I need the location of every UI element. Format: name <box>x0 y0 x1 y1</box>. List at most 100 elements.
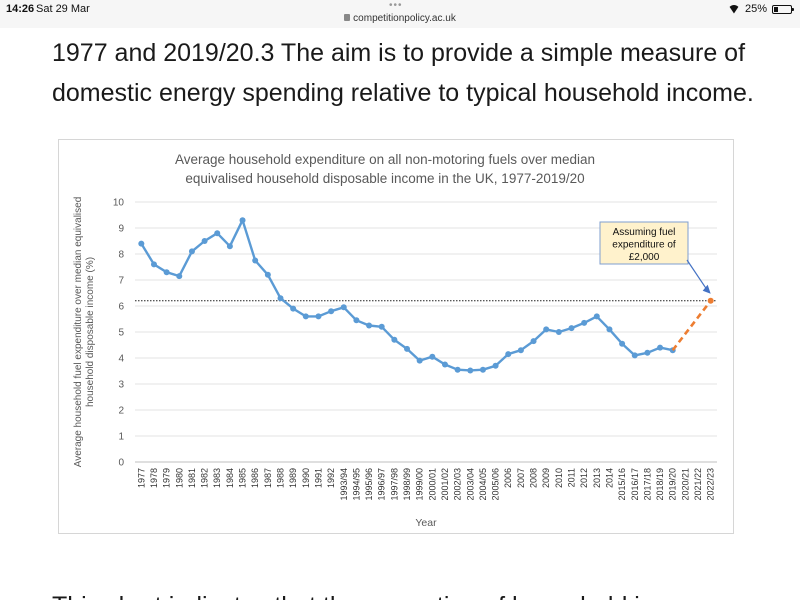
x-tick-label: 2014 <box>604 468 614 488</box>
data-point <box>138 240 145 247</box>
x-tick-label: 1982 <box>200 468 210 488</box>
x-tick-label: 2019/20 <box>668 468 678 501</box>
x-tick-label: 2012 <box>579 468 589 488</box>
chart-figure: Average household expenditure on all non… <box>58 139 734 534</box>
annotation-text: Assuming fuel <box>613 227 676 238</box>
data-point <box>657 344 664 351</box>
y-tick-label: 3 <box>118 380 124 391</box>
x-tick-label: 2004/05 <box>478 468 488 501</box>
x-tick-label: 1983 <box>212 468 222 488</box>
data-point <box>163 269 170 276</box>
y-tick-label: 10 <box>113 198 125 209</box>
data-point <box>404 345 411 352</box>
data-point <box>555 329 562 335</box>
data-point <box>340 304 347 311</box>
data-point <box>201 238 208 244</box>
x-tick-label: 2003/04 <box>465 468 475 501</box>
y-tick-label: 8 <box>118 250 124 261</box>
data-point <box>328 308 335 315</box>
y-tick-label: 6 <box>118 302 124 313</box>
data-point <box>264 271 271 278</box>
address-bar[interactable]: competitionpolicy.ac.uk <box>0 13 800 24</box>
data-point <box>707 297 714 304</box>
data-point <box>581 319 588 326</box>
x-tick-label: 1986 <box>250 468 260 488</box>
x-tick-label: 1981 <box>187 468 197 488</box>
y-axis-label-line: Average household fuel expenditure over … <box>73 197 84 468</box>
data-point <box>290 305 297 312</box>
x-tick-label: 1994/95 <box>351 468 361 501</box>
data-point <box>644 349 651 356</box>
data-point <box>416 357 423 364</box>
data-point <box>492 362 499 369</box>
annotation-arrowhead <box>702 284 711 294</box>
data-point <box>505 351 512 358</box>
x-tick-label: 1980 <box>174 468 184 488</box>
data-point <box>239 217 246 224</box>
annotation-text: expenditure of <box>612 240 676 251</box>
chart-title: equivalised household disposable income … <box>185 171 584 186</box>
x-tick-label: 1988 <box>276 468 286 488</box>
data-point <box>631 352 638 359</box>
data-point <box>517 347 524 354</box>
annotation-arrow <box>686 259 709 292</box>
data-point <box>176 273 183 280</box>
more-dots-icon[interactable]: ••• <box>389 0 403 11</box>
status-bar: 14:26 Sat 29 Mar ••• competitionpolicy.a… <box>0 0 800 28</box>
data-point <box>315 313 322 320</box>
x-tick-label: 2006 <box>503 468 513 488</box>
y-tick-label: 7 <box>118 276 124 287</box>
x-tick-label: 2022/23 <box>706 468 716 501</box>
data-point <box>252 257 259 264</box>
x-tick-label: 2001/02 <box>440 468 450 501</box>
lock-icon <box>344 14 351 21</box>
x-tick-label: 1985 <box>238 468 248 488</box>
url-text: competitionpolicy.ac.uk <box>353 13 456 24</box>
x-tick-label: 1997/98 <box>389 468 399 501</box>
y-tick-label: 5 <box>118 328 124 339</box>
x-tick-label: 1984 <box>225 468 235 488</box>
x-tick-label: 1978 <box>149 468 159 488</box>
data-point <box>302 313 309 320</box>
data-point <box>214 230 221 237</box>
article-paragraph-line: 1977 and 2019/20.3 The aim is to provide… <box>52 39 746 67</box>
chart-title: Average household expenditure on all non… <box>175 152 595 167</box>
x-tick-label: 2013 <box>592 468 602 488</box>
x-tick-label: 1996/97 <box>377 468 387 501</box>
x-tick-label: 2021/22 <box>693 468 703 501</box>
wifi-icon <box>728 5 740 14</box>
data-point <box>226 243 233 250</box>
x-tick-label: 1989 <box>288 468 298 488</box>
x-tick-label: 2000/01 <box>427 468 437 501</box>
data-point <box>366 322 373 329</box>
x-tick-label: 2002/03 <box>453 468 463 501</box>
y-tick-label: 9 <box>118 224 124 235</box>
clock: 14:26 <box>6 3 35 15</box>
projection-line <box>671 300 712 351</box>
x-tick-label: 1998/99 <box>402 468 412 501</box>
x-tick-label: 1977 <box>136 468 146 488</box>
battery-percent: 25% <box>744 3 767 15</box>
x-tick-label: 1990 <box>301 468 311 488</box>
article-paragraph-line: domestic energy spending relative to typ… <box>52 79 754 107</box>
data-point <box>568 325 575 332</box>
data-point <box>606 326 613 333</box>
annotation-box <box>599 221 689 265</box>
x-tick-label: 1979 <box>162 468 172 488</box>
x-tick-label: 1991 <box>313 468 323 488</box>
x-axis-label: Year <box>415 517 437 529</box>
data-point <box>391 336 398 343</box>
x-tick-label: 2018/19 <box>655 468 665 501</box>
data-point <box>619 340 626 347</box>
x-tick-label: 1999/00 <box>415 468 425 501</box>
data-point <box>479 366 486 373</box>
x-tick-label: 1992 <box>326 468 336 488</box>
x-tick-label: 2007 <box>516 468 526 488</box>
article-paragraph-line: This chart indicates that the proportion… <box>52 589 715 600</box>
x-tick-label: 1995/96 <box>364 468 374 501</box>
status-icons: 25% <box>728 3 794 15</box>
line-chart: Average household expenditure on all non… <box>73 152 717 529</box>
data-point <box>277 295 284 302</box>
data-point <box>543 326 550 333</box>
x-tick-label: 2020/21 <box>680 468 690 501</box>
